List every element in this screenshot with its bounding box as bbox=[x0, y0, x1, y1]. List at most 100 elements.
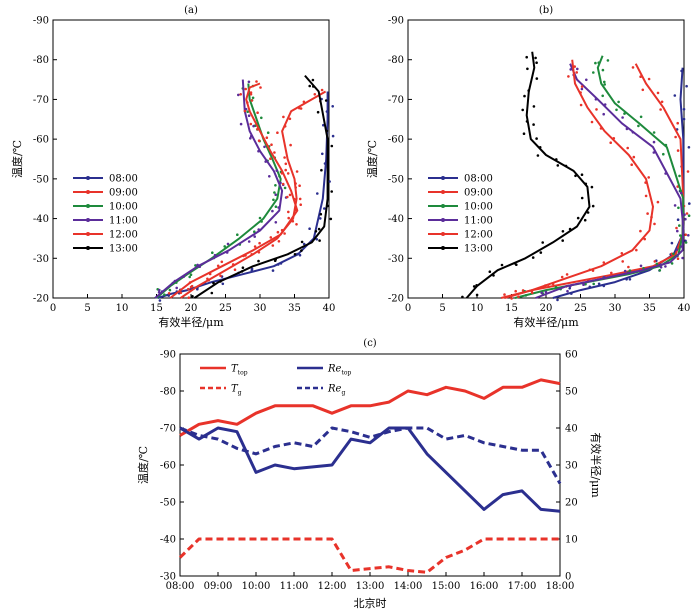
panel-b-x-tick-label: 0 bbox=[405, 303, 411, 314]
panel-b-series-0800-point bbox=[680, 69, 683, 73]
panel-b-series-1000-point bbox=[637, 124, 640, 128]
panel-b-series-1000-point bbox=[628, 269, 632, 272]
panel-a-series-0900-point bbox=[283, 156, 286, 159]
panel-a-series-1100-point bbox=[213, 253, 217, 257]
panel-a-y-tick-label: -40 bbox=[33, 214, 49, 225]
panel-b-series-1000-point bbox=[678, 224, 681, 227]
panel-a-series-0900-point bbox=[284, 162, 288, 166]
panel-b-x-tick-label: 40 bbox=[678, 303, 691, 314]
panel-a-series-1100-point bbox=[196, 263, 199, 267]
panel-b-series-1100-point bbox=[673, 204, 677, 207]
panel-b-y-tick-label: -20 bbox=[388, 294, 404, 305]
panel-b-series-0800-point bbox=[597, 282, 601, 286]
panel-b-series-1200-point bbox=[579, 91, 582, 94]
panel-b-series-1000-point bbox=[679, 234, 682, 237]
panel-b-series-1000-point bbox=[592, 282, 595, 286]
panel-a-series-0800-point bbox=[296, 252, 299, 256]
panel-c-y-tick-label: -40 bbox=[160, 535, 176, 546]
panel-a-series-1200-point bbox=[271, 244, 275, 247]
panel-a-series-1100-point bbox=[158, 288, 161, 292]
panel-b-series-0800-point bbox=[628, 278, 632, 281]
panel-a-series-1200-point bbox=[216, 264, 220, 268]
panel-a-series-1200-point bbox=[244, 87, 247, 91]
panel-b-series-1200-point bbox=[573, 65, 576, 68]
panel-b-series-1200-point bbox=[567, 75, 570, 78]
panel-a-series-1000-point bbox=[260, 116, 263, 120]
panel-b-series-1300-point bbox=[527, 89, 530, 92]
panel-b-series-1300-point bbox=[531, 256, 535, 259]
panel-a-series-1200-point bbox=[220, 260, 224, 264]
panel-a-series-1300-point bbox=[317, 227, 321, 231]
panel-b-series-0800-point bbox=[625, 278, 628, 281]
panel-c-chart: (c) 08:00 09:00 10:00 11:00 12:00 13:00 14:00 15… bbox=[136, 338, 603, 610]
panel-b-series-1300-point bbox=[475, 284, 478, 287]
panel-b-series-0900-point bbox=[639, 75, 642, 78]
panel-a-legend-label: 10:00 bbox=[109, 202, 138, 213]
panel-b-series-1000-point bbox=[658, 269, 662, 272]
panel-a-series-0800-point bbox=[331, 105, 335, 108]
panel-b-y-tick-label: -90 bbox=[388, 16, 404, 27]
panel-b-series-1200-point bbox=[620, 252, 624, 255]
panel-b-y-tick-label: -70 bbox=[388, 95, 404, 106]
panel-c-y-right-tick-label: 20 bbox=[565, 498, 578, 509]
panel-a-series-1200-point bbox=[265, 136, 269, 139]
panel-c-y-axis-label: 温度/℃ bbox=[136, 446, 150, 484]
panel-a-series-1000-point bbox=[266, 131, 270, 134]
panel-b-series-1100-point bbox=[684, 217, 687, 221]
panel-a-series-1000-point bbox=[258, 216, 262, 220]
panel-a-series-1300-point bbox=[318, 239, 321, 242]
panel-b-y-axis-label: 温度/℃ bbox=[365, 140, 379, 178]
panel-b-series-0800-point bbox=[687, 146, 691, 149]
panel-b-x-tick-label: 10 bbox=[471, 303, 484, 314]
panel-b-series-1100-point bbox=[666, 261, 669, 265]
panel-a-x-tick-label: 20 bbox=[185, 303, 198, 314]
panel-a-series-1100-point bbox=[173, 279, 177, 283]
panel-b-series-0900-point bbox=[514, 289, 517, 293]
panel-b-series-1300-point bbox=[523, 94, 526, 98]
panel-a-series-1100-point bbox=[198, 265, 201, 269]
panel-a-series-1200-point bbox=[257, 139, 261, 142]
panel-b-series-0800-point bbox=[688, 202, 691, 205]
panel-a-series-1200-point bbox=[239, 93, 242, 96]
panel-a-series-1200-point bbox=[280, 172, 284, 175]
panel-b-series-1200-point bbox=[551, 282, 555, 286]
panel-b-series-1200-point bbox=[517, 295, 520, 299]
panel-a-series-1100-point bbox=[257, 149, 260, 153]
panel-b-legend-label: 10:00 bbox=[464, 202, 493, 213]
panel-a-series-0800-point bbox=[321, 152, 324, 156]
panel-b-series-1100-point bbox=[604, 276, 607, 280]
panel-b-legend-marker bbox=[441, 246, 445, 250]
panel-b-series-1300-point bbox=[580, 173, 584, 176]
panel-a-series-1200-point bbox=[270, 143, 273, 146]
panel-b-series-1100-point bbox=[680, 245, 683, 248]
panel-b-series-1100-point bbox=[594, 98, 598, 101]
panel-b-series-1300-point bbox=[500, 263, 504, 267]
panel-b-series-1000-point bbox=[679, 189, 683, 193]
panel-b-series-1000-point bbox=[677, 206, 680, 210]
panel-b-series-1100-point bbox=[659, 266, 663, 269]
panel-a-series-1200-point bbox=[243, 109, 247, 113]
panel-a-series-0800-point bbox=[276, 263, 280, 266]
panel-b-series-1200-point bbox=[590, 120, 594, 124]
panel-a-series-1100-point bbox=[253, 235, 256, 238]
panel-b-series-1300-point bbox=[583, 218, 587, 222]
panel-b-series-1000-point bbox=[617, 100, 620, 104]
panel-a-series-1300-point bbox=[326, 204, 330, 208]
panel-a-series-0800-point bbox=[250, 267, 254, 271]
panel-a-series-1300-point bbox=[312, 85, 315, 88]
panel-a-series-1200-point bbox=[269, 157, 272, 160]
panel-a-series-0900-point bbox=[233, 268, 237, 272]
panel-a-series-1300-point bbox=[320, 168, 323, 172]
panel-a-y-tick-label: -90 bbox=[33, 16, 49, 27]
panel-a-series-1000-point bbox=[278, 175, 281, 178]
panel-b-legend-marker bbox=[441, 218, 445, 222]
panel-a-series-1000-point bbox=[253, 230, 256, 233]
panel-a-series-1000-point bbox=[194, 264, 197, 267]
panel-c-x-tick-label: 16:00 bbox=[470, 581, 499, 592]
panel-a-series-1100-point bbox=[249, 137, 252, 140]
panel-c-x-tick-label: 15:00 bbox=[432, 581, 461, 592]
panel-b-series-1200-point bbox=[650, 215, 653, 219]
panel-a-series-1200-point bbox=[287, 210, 290, 214]
panel-a-legend-label: 13:00 bbox=[109, 244, 138, 255]
panel-a-series-0900-point bbox=[276, 230, 280, 234]
